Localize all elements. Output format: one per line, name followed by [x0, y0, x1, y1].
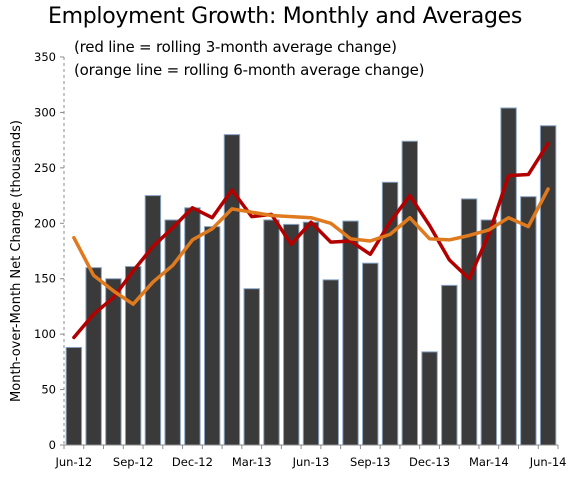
- bar-Jan-14: [441, 284, 458, 446]
- bar-Sep-12: [124, 266, 142, 446]
- bar-Apr-13: [263, 219, 280, 446]
- x-tick-label: Jun-12: [54, 455, 92, 469]
- bar-Dec-13: [421, 351, 438, 446]
- bar-Apr-14: [500, 107, 517, 446]
- bar-Aug-13: [342, 220, 359, 446]
- bar-Jan-13: [203, 226, 221, 446]
- bar-Mar-14: [480, 219, 498, 446]
- y-tick-label: 250: [34, 161, 56, 175]
- y-tick-label: 50: [41, 383, 56, 397]
- y-tick-label: 350: [34, 50, 56, 64]
- x-tick-label: Sep-12: [113, 455, 153, 469]
- x-tick-label: Jun-14: [529, 455, 567, 469]
- bar-Jun-14: [539, 125, 557, 446]
- rolling-6-month-line: [72, 187, 550, 306]
- bar-Oct-12: [144, 195, 162, 446]
- x-tick-label: Mar-13: [232, 455, 272, 469]
- chart-subtitle-orange-line: (orange line = rolling 6-month average c…: [74, 61, 425, 79]
- bar-May-14: [520, 196, 537, 446]
- bar-May-13: [283, 223, 300, 446]
- x-tick-label: Jun-13: [292, 455, 330, 469]
- y-axis-label: Month-over-Month Net Change (thousands): [9, 120, 24, 402]
- bar-series: [65, 107, 557, 446]
- bar-Mar-13: [243, 288, 260, 446]
- chart-subtitle-red-line: (red line = rolling 3-month average chan…: [74, 38, 397, 56]
- y-tick-label: 100: [34, 327, 56, 341]
- bar-Feb-13: [223, 134, 241, 446]
- bar-Jun-13: [302, 221, 320, 446]
- bar-Dec-12: [184, 207, 201, 446]
- bar-Jul-13: [322, 279, 339, 446]
- x-tick-label: Sep-13: [350, 455, 390, 469]
- bar-Jul-12: [85, 267, 102, 446]
- bar-Jun-12: [65, 346, 83, 446]
- y-tick-label: 0: [49, 438, 56, 452]
- bar-Sep-13: [362, 262, 379, 446]
- bar-Nov-12: [164, 219, 181, 446]
- x-tick-label: Dec-12: [172, 455, 213, 469]
- y-tick-label: 150: [34, 272, 56, 286]
- rolling-3-month-line: [72, 141, 550, 340]
- x-tick-label: Dec-13: [409, 455, 450, 469]
- chart-title: Employment Growth: Monthly and Averages: [48, 4, 523, 29]
- chart-axes: 0 50 100 150 200 250 300 350 Jun-12 Sep-12 Dec-12 M…: [34, 50, 566, 469]
- y-tick-label: 200: [34, 216, 56, 230]
- x-tick-label: Mar-14: [469, 455, 509, 469]
- bar-Nov-13: [401, 140, 418, 446]
- y-tick-label: 300: [34, 105, 56, 119]
- line-series: [72, 141, 550, 340]
